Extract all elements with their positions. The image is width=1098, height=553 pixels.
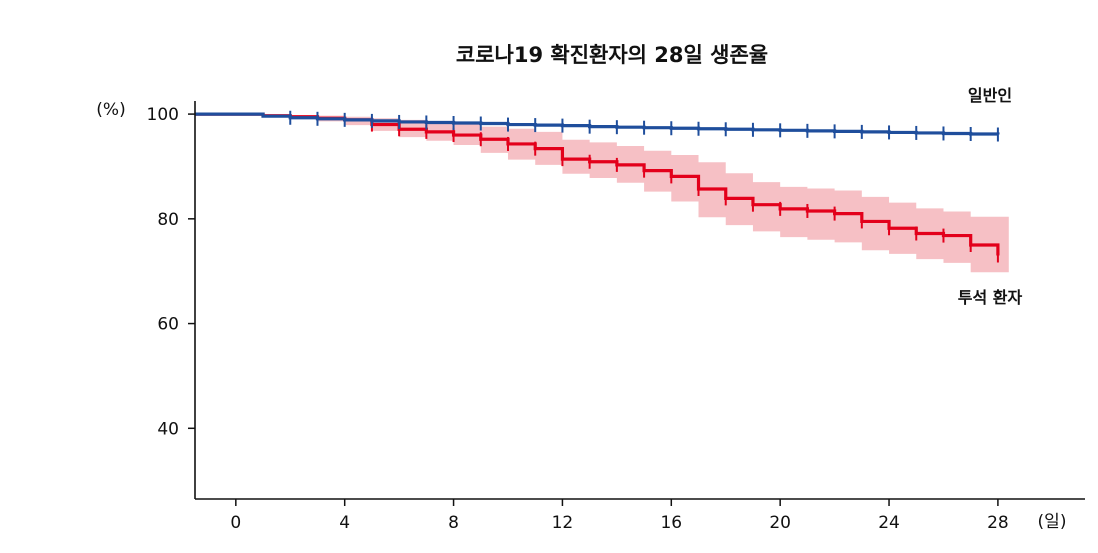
x-tick-label: 28	[987, 513, 1009, 533]
x-tick-label: 4	[339, 513, 350, 533]
axes	[194, 101, 1085, 500]
y-tick-label: 60	[157, 315, 179, 335]
x-tick-label: 20	[769, 513, 791, 533]
x-tick-label: 12	[552, 513, 574, 533]
series-line-0	[195, 112, 1000, 136]
y-tick-label: 100	[147, 105, 179, 125]
x-tick-label: 0	[230, 513, 241, 533]
series-label-general: 일반인	[968, 86, 1012, 105]
y-tick-label: 80	[157, 210, 179, 230]
x-tick-label: 16	[660, 513, 682, 533]
confidence-band-1	[195, 114, 1009, 273]
y-ticks: 40 60 80 100	[147, 105, 195, 439]
y-axis-unit: (%)	[96, 100, 125, 120]
series-label-dialysis: 투석 환자	[958, 288, 1023, 307]
censor-marks	[289, 110, 999, 263]
x-tick-label: 8	[448, 513, 459, 533]
x-ticks: 0 4 8 12 16 20 24 28	[230, 499, 1009, 533]
y-tick-label: 40	[157, 419, 179, 439]
x-axis-unit: (일)	[1038, 512, 1067, 532]
chart-title: 코로나19 확진환자의 28일 생존율	[456, 43, 768, 67]
confidence-bands	[195, 114, 1009, 273]
x-tick-label: 24	[878, 513, 900, 533]
